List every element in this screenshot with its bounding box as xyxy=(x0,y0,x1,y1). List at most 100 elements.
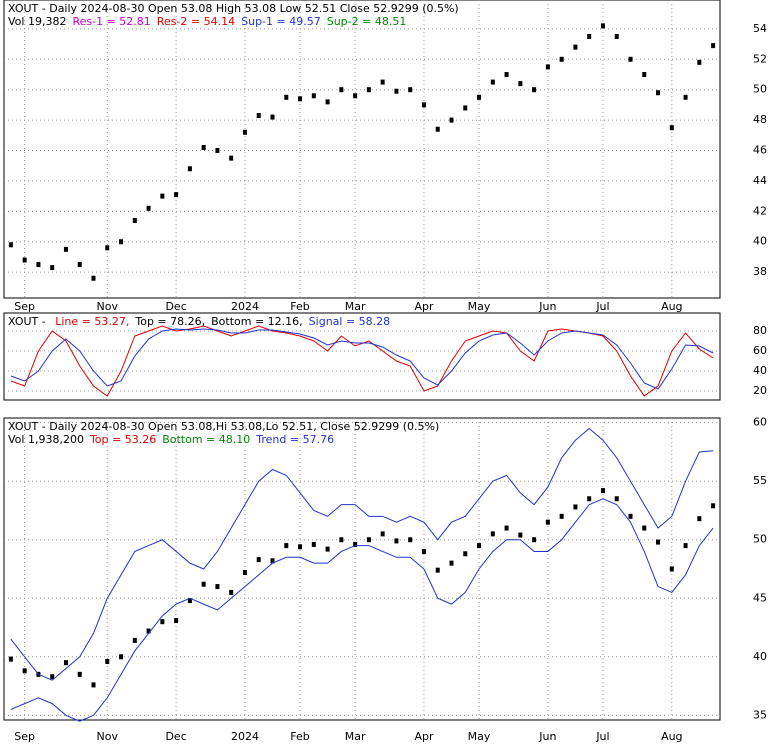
price-bar xyxy=(573,44,578,50)
x-tick-label: Dec xyxy=(165,300,186,313)
header-segment: Trend = 57.76 xyxy=(255,433,334,446)
price-bar xyxy=(229,589,234,595)
price-bar xyxy=(215,148,220,154)
price-bar xyxy=(545,519,550,525)
header-segment: Signal = 58.28 xyxy=(309,315,391,328)
x-tick-label: Mar xyxy=(345,730,366,743)
price-bar xyxy=(201,144,206,150)
header-segment: Res-2 = 54.14 xyxy=(157,15,235,28)
header-segment: Sup-1 = 49.57 xyxy=(241,15,321,28)
price-bar xyxy=(63,246,68,252)
header-segment: Bottom = 12.16, xyxy=(211,315,303,328)
price-bar xyxy=(160,193,165,199)
x-tick-label: Aug xyxy=(661,730,682,743)
price-bar xyxy=(697,59,702,65)
price-bar xyxy=(22,668,27,674)
header-segment: Top = 78.26, xyxy=(134,315,205,328)
price-bar xyxy=(187,166,192,172)
price-bar xyxy=(353,93,358,99)
x-tick-label: Apr xyxy=(414,730,434,743)
y-tick-label: 20 xyxy=(753,384,767,397)
price-bar xyxy=(8,242,13,248)
x-tick-label: Nov xyxy=(97,730,119,743)
price-bar xyxy=(711,43,716,49)
price-bar xyxy=(77,262,82,268)
price-bar xyxy=(339,87,344,93)
price-bar xyxy=(50,674,55,680)
series-line xyxy=(10,498,714,722)
panel-frame xyxy=(3,417,721,721)
y-tick-label: 40 xyxy=(753,235,767,248)
price-bar xyxy=(504,72,509,77)
header-line: XOUT - Daily 2024-08-30 Open 53.08,Hi 53… xyxy=(8,420,439,433)
price-bar xyxy=(119,654,124,660)
panel-frame xyxy=(3,0,721,299)
price-bar xyxy=(587,496,592,502)
header-segment: Vol 1,938,200 xyxy=(8,433,84,446)
price-bar xyxy=(408,537,413,543)
y-tick-label: 80 xyxy=(753,324,767,337)
x-tick-label: Nov xyxy=(97,300,119,313)
series-line xyxy=(10,427,714,681)
price-bar xyxy=(366,537,371,543)
price-bar xyxy=(215,584,220,590)
price-bar xyxy=(366,87,371,93)
x-tick-label: Apr xyxy=(414,300,434,313)
price-bar xyxy=(559,513,564,519)
x-tick-label: Mar xyxy=(345,300,366,313)
y-tick-label: 40 xyxy=(753,650,767,663)
y-tick-label: 48 xyxy=(753,113,767,126)
header-line: XOUT - Line = 53.27, Top = 78.26, Bottom =… xyxy=(8,315,390,328)
header-segment: Res-1 = 52.81 xyxy=(72,15,150,28)
price-bar xyxy=(325,546,330,552)
y-tick-label: 42 xyxy=(753,204,767,217)
y-tick-label: 46 xyxy=(753,144,767,157)
price-bar xyxy=(518,532,523,538)
price-bar xyxy=(242,570,247,576)
price-bar xyxy=(435,126,440,132)
x-tick-label: Sep xyxy=(14,300,35,313)
x-tick-label: 2024 xyxy=(231,730,259,743)
price-bar xyxy=(421,102,426,108)
price-bar xyxy=(628,513,633,519)
header-segment: XOUT - xyxy=(8,315,49,328)
y-tick-label: 60 xyxy=(753,416,767,429)
y-tick-label: 50 xyxy=(753,83,767,96)
header-line: XOUT - Daily 2024-08-30 Open 53.08 High … xyxy=(8,2,459,15)
price-bar xyxy=(600,23,605,29)
price-bar xyxy=(311,93,316,99)
header-line: Vol 19,382 Res-1 = 52.81 Res-2 = 54.14 Sup-… xyxy=(8,15,406,28)
price-bar xyxy=(284,543,289,549)
price-bar xyxy=(187,598,192,604)
price-bar xyxy=(22,257,27,263)
price-bar xyxy=(711,503,716,509)
price-bar xyxy=(132,637,137,643)
price-bar xyxy=(50,265,55,271)
y-tick-label: 55 xyxy=(753,474,767,487)
price-bar xyxy=(421,548,426,554)
price-bar xyxy=(490,79,495,85)
price-bar xyxy=(174,192,179,198)
price-bar xyxy=(587,33,592,39)
x-tick-label: May xyxy=(468,300,491,313)
price-bar xyxy=(642,525,647,531)
price-bar xyxy=(105,658,110,664)
y-tick-label: 50 xyxy=(753,533,767,546)
price-bar xyxy=(600,488,605,494)
price-bar xyxy=(394,88,399,94)
price-bar xyxy=(8,656,13,662)
price-bar xyxy=(63,660,68,666)
price-bar xyxy=(463,551,468,557)
x-tick-label: Feb xyxy=(290,730,309,743)
y-tick-label: 38 xyxy=(753,265,767,278)
price-bar xyxy=(477,94,482,100)
price-bar xyxy=(573,504,578,510)
price-bar xyxy=(656,539,661,545)
price-bar xyxy=(518,81,523,87)
header-segment: XOUT - Daily 2024-08-30 Open 53.08,Hi 53… xyxy=(8,420,439,433)
x-tick-label: 2024 xyxy=(231,300,259,313)
price-bar xyxy=(105,245,110,251)
price-bar xyxy=(91,275,96,281)
price-bar xyxy=(435,567,440,573)
y-tick-label: 44 xyxy=(753,174,767,187)
